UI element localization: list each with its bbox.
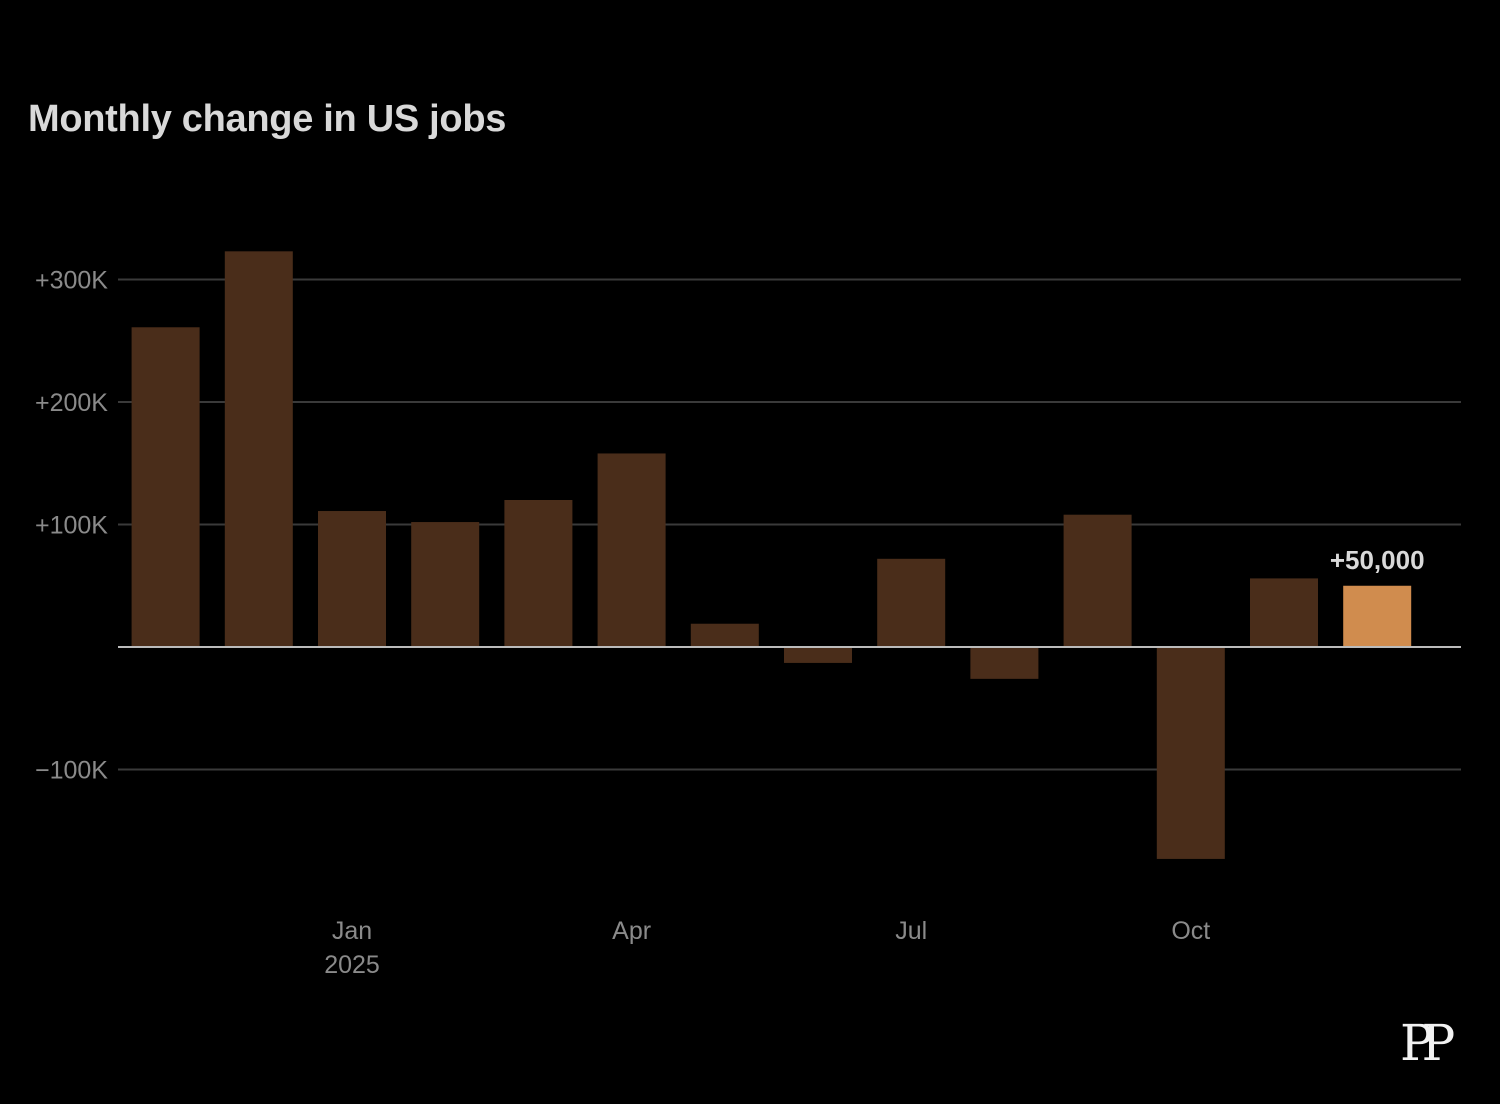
bar bbox=[877, 558, 946, 647]
x-tick-label: Jul bbox=[895, 917, 927, 945]
bar bbox=[690, 623, 759, 647]
chart-title: Monthly change in US jobs bbox=[28, 98, 507, 140]
y-tick-label: −100K bbox=[35, 757, 108, 785]
x-tick-label: Jan bbox=[332, 917, 372, 945]
y-tick-label: +100K bbox=[35, 512, 108, 540]
bar bbox=[504, 500, 573, 647]
bar bbox=[970, 647, 1039, 679]
data-label: +50,000 bbox=[1330, 545, 1425, 575]
y-tick-label: +300K bbox=[35, 267, 108, 295]
y-tick-label: +200K bbox=[35, 389, 108, 417]
brand-logo: PP bbox=[1400, 1014, 1455, 1072]
x-tick-year-label: 2025 bbox=[324, 951, 380, 979]
bar bbox=[1156, 647, 1225, 859]
bar-highlight bbox=[1343, 585, 1412, 647]
bar bbox=[131, 327, 200, 647]
bar bbox=[784, 647, 852, 663]
bar bbox=[411, 522, 480, 647]
bar bbox=[318, 511, 386, 647]
bar bbox=[1250, 578, 1318, 647]
bar bbox=[597, 453, 666, 647]
x-tick-label: Apr bbox=[612, 917, 651, 945]
bar bbox=[1063, 514, 1132, 647]
bar bbox=[224, 251, 293, 647]
x-tick-label: Oct bbox=[1171, 917, 1210, 945]
